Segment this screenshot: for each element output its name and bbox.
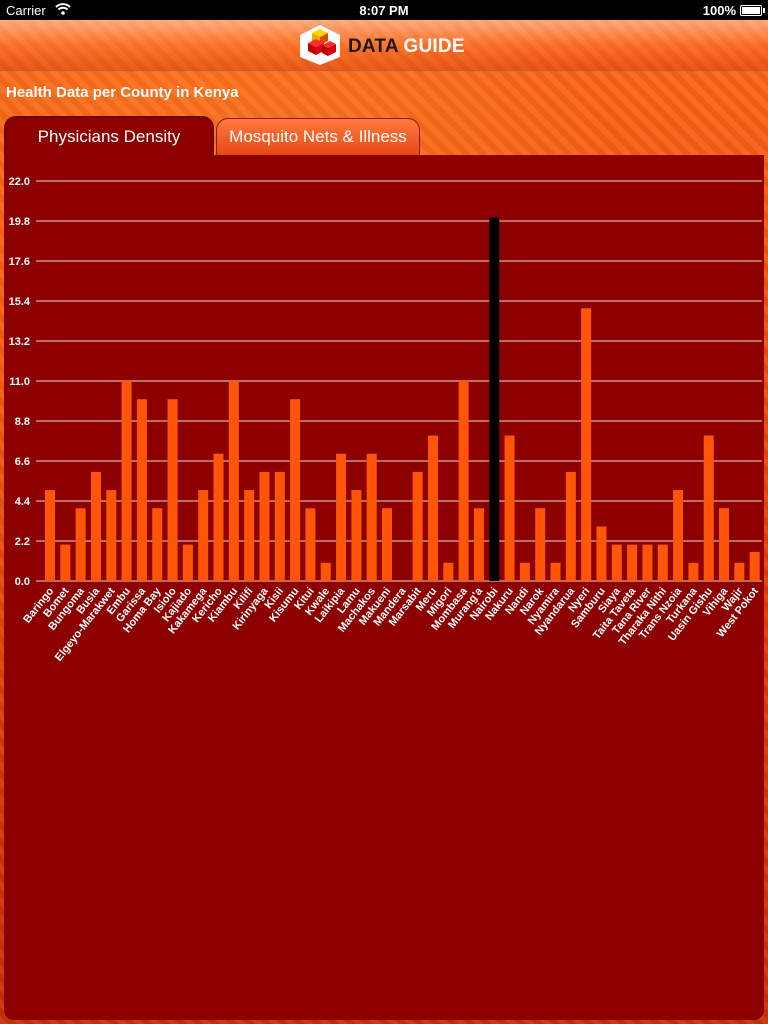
y-tick-label: 6.6	[15, 456, 30, 468]
bar-tana-river	[642, 544, 653, 581]
chart-panel: 0.0 2.2 4.4 6.6 8.8 11.0 13.2 15.4 17.6 19.8 22.0 B…	[4, 155, 764, 1020]
bar-vihiga	[719, 508, 730, 581]
bar-busia	[90, 471, 101, 581]
bar-kisumu	[290, 399, 301, 581]
bar-samburu	[596, 526, 607, 581]
y-tick-label: 2.2	[15, 536, 30, 548]
bar-taita-taveta	[627, 544, 638, 581]
bar-mombasa	[458, 381, 469, 581]
bar-murang-a	[473, 508, 484, 581]
bar-nyeri	[581, 308, 592, 581]
wifi-icon	[55, 2, 71, 19]
bar-lamu	[351, 490, 362, 581]
carrier-label: Carrier	[6, 3, 46, 18]
bar-bomet	[60, 544, 71, 581]
bar-kiambu	[228, 381, 239, 581]
bar-elgeyo-marakwet	[106, 490, 117, 581]
bar-garissa	[136, 399, 147, 581]
y-tick-label: 4.4	[15, 496, 31, 508]
bar-nandi	[519, 562, 530, 581]
bar-kitui	[305, 508, 316, 581]
y-tick-label: 22.0	[9, 176, 30, 188]
bar-kwale	[320, 562, 331, 581]
bar-nyamira	[550, 562, 561, 581]
bar-homa-bay	[152, 508, 163, 581]
bar-meru	[427, 435, 438, 581]
bar-kakamega	[198, 490, 209, 581]
clock: 8:07 PM	[359, 3, 409, 18]
bar-turkana	[688, 562, 699, 581]
bar-kisii	[274, 471, 285, 581]
bar-kajiado	[182, 544, 193, 581]
bar-kirinyaga	[259, 471, 270, 581]
bar-west-pokot	[749, 551, 760, 581]
y-tick-label: 0.0	[15, 576, 30, 588]
bar-kericho	[213, 453, 224, 581]
physicians-density-chart: 0.02.24.46.68.811.013.215.417.619.822.0B…	[9, 176, 762, 664]
bar-nairobi	[489, 217, 500, 581]
bar-siaya	[611, 544, 622, 581]
bar-nyandarua	[565, 471, 576, 581]
bar-isiolo	[167, 399, 178, 581]
bar-trans-nzoia	[673, 490, 684, 581]
bar-narok	[535, 508, 546, 581]
bar-wajir	[734, 562, 745, 581]
bar-uasin-gishu	[703, 435, 714, 581]
status-bar: Carrier 8:07 PM 100%	[0, 0, 768, 20]
bar-nakuru	[504, 435, 515, 581]
bar-embu	[121, 381, 132, 581]
bar-migori	[443, 562, 454, 581]
page-title: Health Data per County in Kenya	[6, 84, 239, 101]
tab-physicians-density[interactable]: Physicians Density	[4, 116, 214, 156]
bar-marsabit	[412, 471, 423, 581]
y-tick-label: 15.4	[9, 296, 31, 308]
bar-bungoma	[75, 508, 86, 581]
y-tick-label: 19.8	[9, 216, 30, 228]
app-title: DATA GUIDE	[348, 36, 465, 58]
bar-tharaka-nithi	[657, 544, 668, 581]
battery-icon	[740, 5, 765, 16]
navigation-bar: DATA GUIDE	[0, 20, 768, 71]
data-guide-logo-icon	[298, 23, 342, 67]
app-title-part2: GUIDE	[398, 36, 465, 57]
y-tick-label: 13.2	[9, 336, 30, 348]
bar-machakos	[366, 453, 377, 581]
y-tick-label: 11.0	[9, 376, 30, 388]
tab-mosquito-nets-illness[interactable]: Mosquito Nets & Illness	[216, 118, 420, 156]
bar-baringo	[45, 490, 55, 581]
y-tick-label: 17.6	[9, 256, 30, 268]
battery-percentage: 100%	[702, 3, 736, 18]
bar-makueni	[382, 508, 393, 581]
bar-laikipia	[336, 453, 347, 581]
y-tick-label: 8.8	[15, 416, 30, 428]
app-title-part1: DATA	[348, 36, 399, 57]
bar-kilifi	[244, 490, 255, 581]
